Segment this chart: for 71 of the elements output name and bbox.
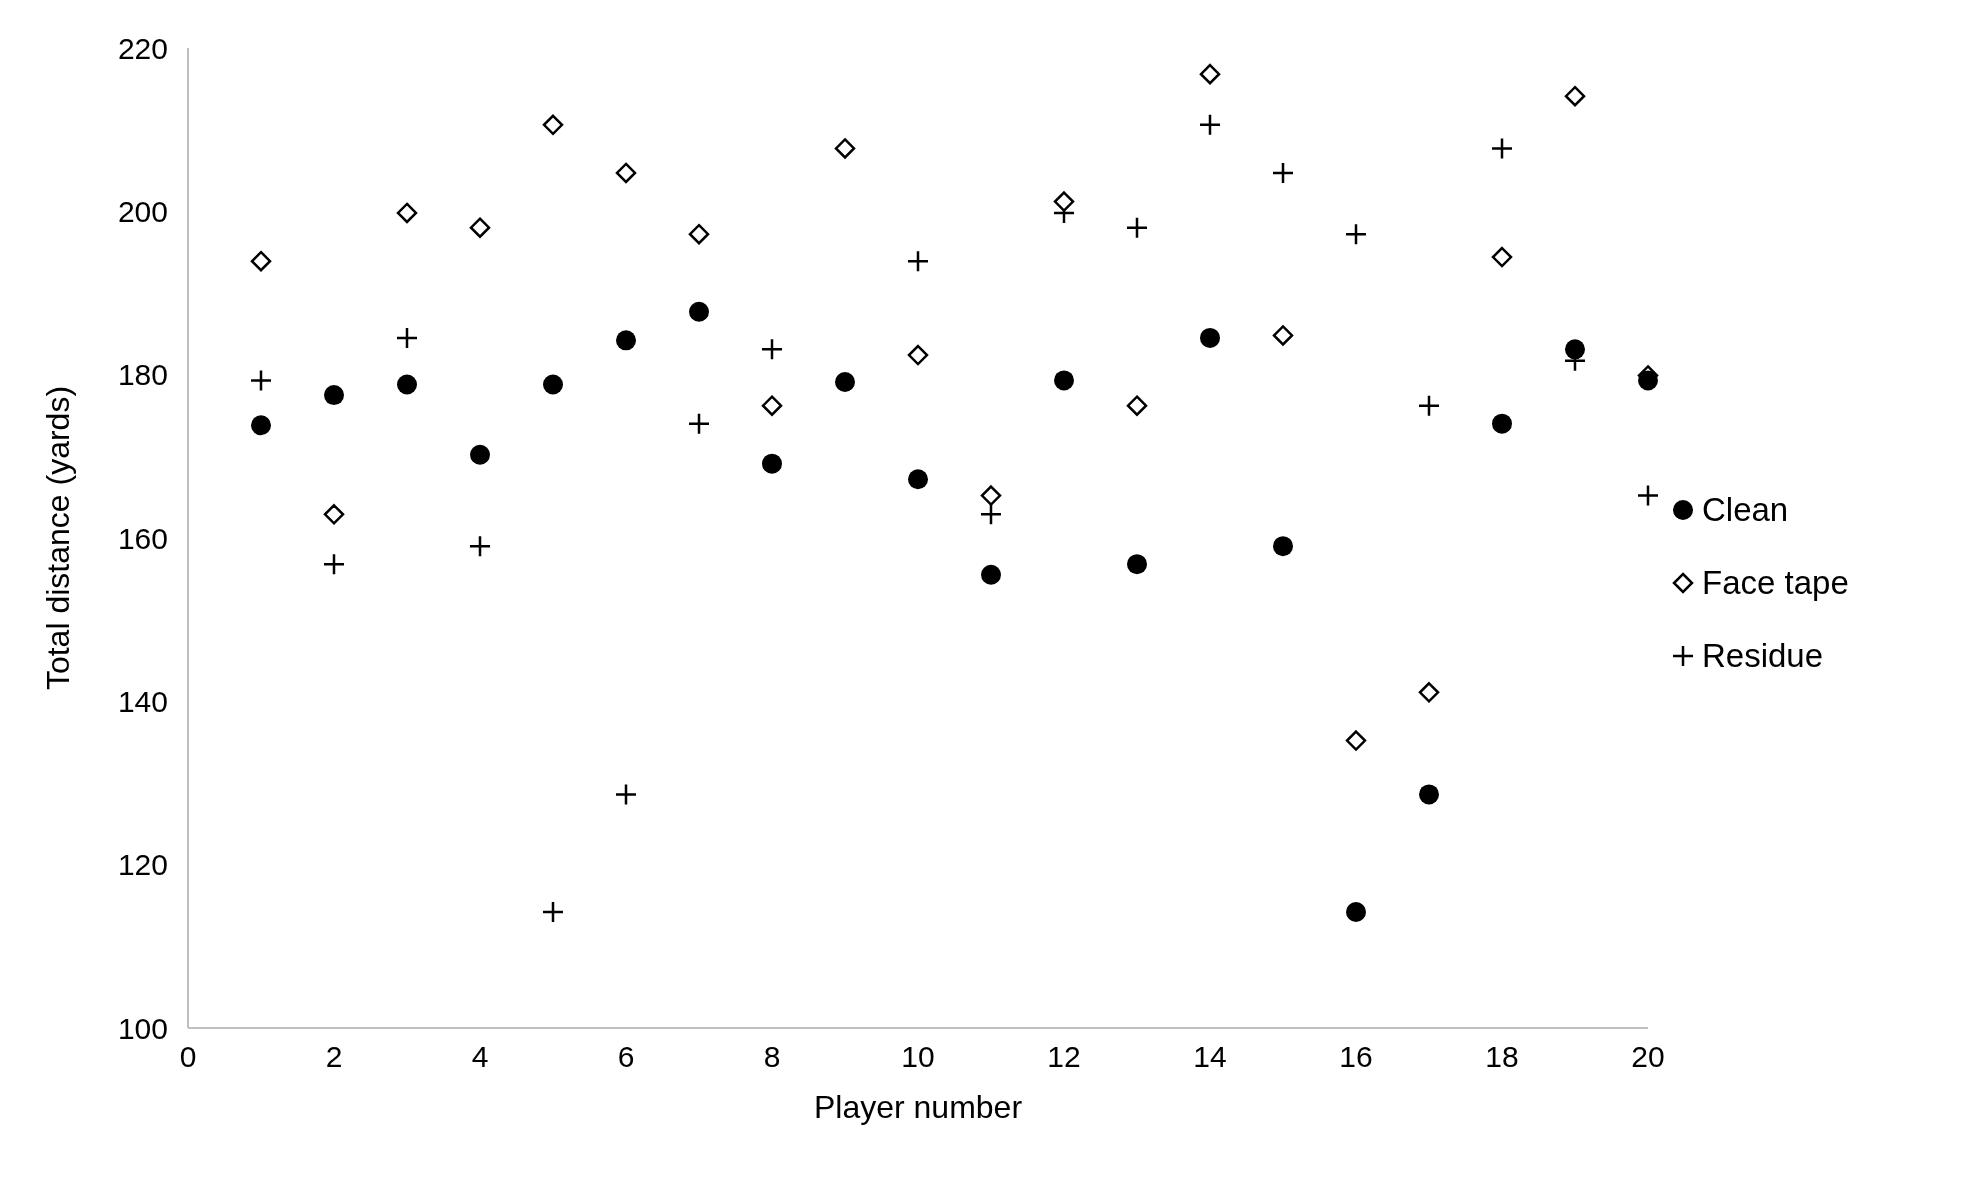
- point: [616, 330, 636, 351]
- legend-label: Residue: [1702, 637, 1824, 675]
- x-tick-label: 10: [901, 1040, 935, 1074]
- x-tick-label: 12: [1047, 1040, 1081, 1074]
- x-tick-label: 16: [1339, 1040, 1373, 1074]
- point: [1127, 554, 1147, 575]
- point: [1273, 536, 1293, 557]
- point: [250, 250, 272, 272]
- point: [1492, 138, 1512, 159]
- point: [615, 162, 637, 184]
- x-tick-label: 20: [1631, 1040, 1665, 1074]
- point: [762, 453, 782, 474]
- point: [470, 444, 490, 465]
- point: [1199, 63, 1221, 85]
- point: [1126, 395, 1148, 416]
- y-tick-label: 180: [117, 358, 168, 392]
- x-tick-label: 18: [1485, 1040, 1519, 1074]
- point: [1272, 325, 1294, 346]
- point: [1492, 413, 1512, 434]
- y-tick-label: 220: [117, 31, 168, 65]
- x-tick-label: 6: [617, 1040, 635, 1074]
- point: [834, 138, 856, 159]
- point: [1127, 217, 1147, 238]
- point: [1638, 485, 1658, 506]
- point: [980, 485, 1002, 506]
- point: [908, 469, 928, 490]
- point: [251, 415, 271, 436]
- point: [981, 564, 1001, 585]
- y-tick-label: 100: [117, 1011, 168, 1045]
- y-axis-title: Total distance (yards): [40, 385, 77, 691]
- point: [323, 504, 345, 525]
- point: [396, 202, 418, 224]
- point: [543, 374, 563, 395]
- point: [1564, 85, 1586, 107]
- y-tick-label: 160: [117, 521, 168, 555]
- point: [1638, 370, 1658, 391]
- point: [1053, 191, 1075, 212]
- point: [397, 374, 417, 395]
- point: [1054, 370, 1074, 391]
- point: [251, 370, 271, 391]
- point: [1419, 784, 1439, 805]
- point: [762, 339, 782, 360]
- x-axis-title: Player number: [813, 1089, 1023, 1125]
- point: [324, 385, 344, 406]
- x-tick-label: 4: [471, 1040, 489, 1074]
- point: [761, 395, 783, 416]
- point: [688, 223, 710, 245]
- legend-label: Face tape: [1702, 564, 1849, 602]
- point: [1418, 682, 1440, 703]
- point: [1200, 327, 1220, 348]
- y-tick-label: 140: [117, 684, 168, 718]
- point: [469, 217, 491, 238]
- x-tick-label: 0: [179, 1040, 197, 1074]
- x-tick-label: 14: [1193, 1040, 1227, 1074]
- x-tick-label: 2: [325, 1040, 343, 1074]
- x-tick-label: 8: [763, 1040, 781, 1074]
- y-tick-label: 200: [117, 194, 168, 228]
- point: [616, 784, 636, 805]
- point: [981, 504, 1001, 525]
- point: [1346, 902, 1366, 923]
- y-tick-label: 120: [117, 848, 168, 882]
- point: [1491, 246, 1513, 268]
- point: [689, 413, 709, 434]
- point: [689, 301, 709, 322]
- point: [1419, 395, 1439, 416]
- point: [1565, 339, 1585, 360]
- legend-label: Clean: [1702, 491, 1789, 529]
- point: [542, 114, 564, 136]
- point: [907, 344, 929, 366]
- point: [1345, 730, 1367, 751]
- point: [835, 372, 855, 393]
